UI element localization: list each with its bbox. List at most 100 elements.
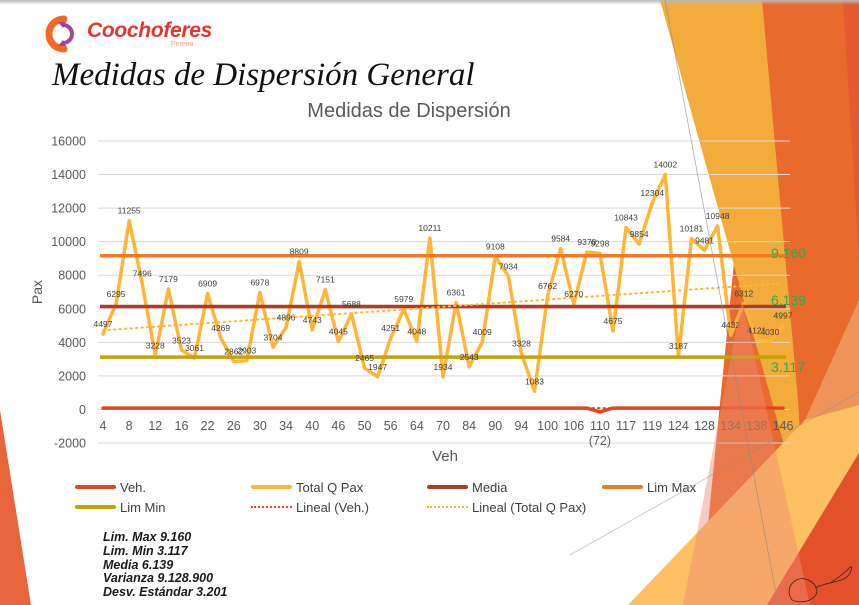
x-tick-label: 30 [253,419,267,433]
brand-subtitle: Pereira [171,41,194,48]
data-label: 4009 [473,327,492,337]
data-label: 14002 [653,160,677,170]
annotation-lim-max: 9.160 [771,245,807,261]
x-tick-label: 26 [227,419,241,433]
data-label: 4048 [407,327,426,337]
legend-item-veh[interactable]: Veh. [75,479,146,495]
x-tick-label: 124 [668,419,689,433]
legend-item-media[interactable]: Media [427,479,507,495]
data-label: 2903 [237,346,256,356]
data-label: 9854 [630,229,649,239]
x-tick-label: 119 [642,419,662,433]
y-tick-label: 2000 [58,369,86,383]
data-label: 3061 [185,343,204,353]
brand-name: Coochoferes [87,19,213,42]
x-tick-label: 90 [488,419,502,433]
x-tick-label: 4 [100,419,107,433]
data-label: 4497 [94,319,113,329]
data-label: 1083 [525,376,544,386]
y-tick-label: 4000 [58,336,86,350]
legend-item-lim-max[interactable]: Lim Max [602,479,696,495]
chart-title: Medidas de Dispersión [307,100,511,122]
data-label: 4743 [303,315,322,325]
data-label: 4997 [774,311,793,321]
y-tick-label: 8000 [58,269,86,283]
data-label: 6978 [250,277,269,287]
y-tick-label: 16000 [51,135,86,149]
data-label: 2543 [460,352,479,362]
stat-varianza: Varianza 9.128.900 [103,571,214,586]
annotation-lim-min: 3.117 [771,359,805,375]
x-tick-label: 22 [201,419,215,433]
top-shade [0,0,859,5]
legend-swatch-lim-min [75,505,116,509]
data-label: 2465 [355,353,374,363]
legend-label-lineal-veh: Lineal (Veh.) [296,499,369,515]
legend-label-lineal-total-q-pax: Lineal (Total Q Pax) [472,499,587,515]
legend-label-total-q-pax: Total Q Pax [296,479,364,495]
x-tick-label: 117 [616,419,636,433]
slide-title: Medidas de Dispersión General [52,57,475,93]
data-label: 3328 [512,339,531,349]
x-tick-label: 134 [720,419,741,433]
data-label: 8809 [290,247,309,257]
y-tick-label: 10000 [51,235,86,249]
x-tick-label: 46 [331,419,345,433]
legend-label-lim-min: Lim Min [120,499,166,515]
y-tick-label: 6000 [58,302,86,316]
x-tick-label: 106 [563,419,584,433]
dispersion-stats: Lim. Max 9.160 Lim. Min 3.117 Media 6.13… [103,530,228,600]
data-label: 7179 [159,274,178,284]
stat-desv-estandar: Desv. Estándar 3.201 [103,585,228,600]
y-tick-label: 0 [79,403,86,417]
x-tick-label: 50 [358,419,372,433]
data-label: 6295 [107,289,126,299]
data-label: 2862 [224,346,243,356]
legend-swatch-veh [75,485,116,489]
x-tick-label: 94 [515,419,529,433]
legend-label-veh: Veh. [120,479,147,495]
data-label: 4432 [721,320,740,330]
legend-swatch-lineal-total-q-pax [427,506,468,508]
decor-left-orange-triangle [0,410,31,605]
data-label: 4269 [211,323,230,333]
data-label: 5979 [394,294,413,304]
y-tick-label: 12000 [51,202,86,216]
x-tick-label: 56 [384,419,398,433]
legend-item-lineal-total-q-pax[interactable]: Lineal (Total Q Pax) [427,499,586,515]
x-tick-label: 84 [462,419,476,433]
legend-swatch-lim-max [602,485,643,489]
data-label: 3228 [146,340,165,350]
legend-item-lineal-veh[interactable]: Lineal (Veh.) [251,499,369,515]
annotation-media: 6.139 [771,292,807,308]
data-label: 9481 [695,235,714,245]
data-label: 11255 [118,206,141,216]
x-tick-label: 40 [305,419,319,433]
data-label: 10181 [680,224,704,234]
data-label: 9108 [486,242,505,252]
data-label: 7151 [316,274,335,284]
data-label: 6312 [734,289,753,299]
data-label: 4251 [381,323,400,333]
legend-item-lim-min[interactable]: Lim Min [75,499,166,515]
x-tick-label: 64 [410,419,424,433]
data-label: 3523 [172,335,191,345]
legend-item-total-q-pax[interactable]: Total Q Pax [251,479,363,495]
x-tick-label: 128 [694,419,715,433]
data-label: 7934 [499,261,518,271]
data-label: 12304 [640,188,664,198]
stat-media: Media 6.139 [103,557,174,572]
x-tick-label: 146 [773,419,794,433]
stat-lim-min: Lim. Min 3.117 [103,543,188,558]
x-tick-label: 16 [175,419,189,433]
x-tick-label: 110 [590,419,610,433]
data-label: 9378 [577,237,596,247]
data-label: 5688 [342,299,361,309]
coochoferes-logo-icon [45,15,74,53]
y-axis-title: Pax [29,279,45,305]
decor-red-stripe [843,0,859,260]
data-label: 7496 [133,269,152,279]
x-tick-label: 12 [148,419,162,433]
x-tick-label: 138 [746,419,767,433]
y-tick-label: -2000 [54,437,86,451]
